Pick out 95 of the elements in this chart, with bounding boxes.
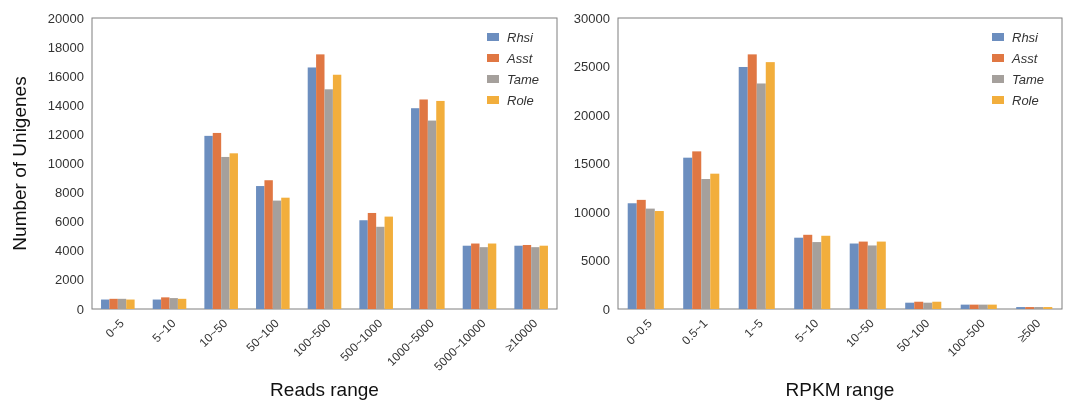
bar: [645, 208, 655, 309]
y-tick-label: 15000: [573, 156, 610, 172]
bar: [765, 62, 775, 309]
bar: [701, 179, 711, 309]
x-axis-title: RPKM range: [785, 379, 895, 400]
legend-label: Role: [1012, 92, 1039, 108]
legend-label: Tame: [507, 71, 540, 87]
y-tick-label: 4000: [55, 243, 84, 259]
bar: [821, 235, 831, 309]
bar: [803, 234, 813, 309]
x-tick-label: 1~5: [741, 315, 767, 341]
legend-label: Asst: [1011, 50, 1039, 66]
y-tick-label: 2000: [55, 272, 84, 288]
bar: [436, 100, 445, 309]
legend-label: Asst: [506, 50, 534, 66]
y-tick-label: 12000: [47, 126, 84, 142]
bar: [531, 247, 540, 309]
bar: [812, 242, 822, 309]
bar: [914, 301, 924, 309]
bar: [627, 203, 637, 309]
bar: [960, 304, 970, 309]
bar: [101, 299, 110, 309]
y-tick-label: 20000: [47, 10, 84, 26]
legend-label: Rhsi: [1012, 29, 1040, 45]
y-tick-label: 25000: [573, 59, 610, 75]
bar: [923, 302, 933, 309]
bar: [256, 186, 265, 309]
bar: [683, 157, 693, 309]
y-tick-label: 14000: [47, 97, 84, 113]
bar: [636, 199, 646, 309]
y-tick-label: 16000: [47, 68, 84, 84]
legend-label: Role: [507, 92, 534, 108]
bar: [858, 241, 868, 309]
bar: [376, 226, 385, 309]
bar: [905, 302, 915, 309]
bar: [221, 156, 230, 309]
bar: [169, 298, 178, 309]
bar: [692, 151, 702, 309]
y-axis-title: Number of Unigenes: [9, 76, 30, 251]
y-tick-label: 5000: [581, 253, 610, 269]
legend-label: Tame: [1012, 71, 1045, 87]
bar: [307, 67, 317, 309]
bar: [126, 299, 135, 309]
bar: [932, 301, 942, 309]
bar: [204, 135, 213, 309]
y-tick-label: 18000: [47, 39, 84, 55]
bar: [316, 54, 325, 309]
bar: [756, 83, 766, 309]
y-tick-label: 8000: [55, 185, 84, 201]
bar: [969, 304, 979, 309]
bar: [177, 298, 187, 309]
bar: [794, 237, 804, 309]
bar: [876, 241, 886, 309]
bar: [738, 66, 748, 309]
bar: [272, 200, 282, 309]
bar: [487, 243, 497, 309]
bar: [212, 132, 222, 309]
bar: [264, 180, 273, 309]
bar: [978, 304, 988, 309]
bar: [462, 245, 472, 309]
bar: [411, 108, 420, 309]
y-tick-label: 0: [76, 301, 84, 317]
bar: [419, 99, 428, 309]
bar: [332, 74, 342, 309]
bar: [117, 298, 127, 309]
bar: [152, 299, 162, 309]
bar: [867, 245, 877, 309]
bar: [427, 120, 437, 309]
x-axis-title: Reads range: [270, 379, 379, 400]
y-tick-label: 30000: [573, 10, 610, 26]
bar: [539, 245, 548, 309]
bar: [384, 216, 393, 309]
y-tick-label: 20000: [573, 107, 610, 123]
x-tick-label: 0~5: [102, 315, 128, 341]
bar: [324, 89, 333, 309]
bar: [987, 304, 997, 309]
bar: [281, 197, 290, 309]
y-tick-label: 10000: [47, 156, 84, 172]
bar: [471, 243, 480, 309]
bar: [109, 298, 118, 309]
bar: [849, 243, 859, 309]
y-tick-label: 6000: [55, 214, 84, 230]
bar: [522, 244, 532, 309]
y-tick-label: 0: [602, 301, 610, 317]
bar: [710, 173, 720, 309]
legend-label: Rhsi: [507, 29, 535, 45]
bar: [367, 212, 377, 309]
bar: [359, 220, 368, 309]
bar: [654, 211, 664, 309]
bar: [479, 247, 488, 309]
y-tick-label: 10000: [573, 204, 610, 220]
bar: [229, 153, 238, 309]
bar: [161, 297, 170, 309]
bar: [747, 54, 757, 309]
bar: [514, 245, 523, 309]
